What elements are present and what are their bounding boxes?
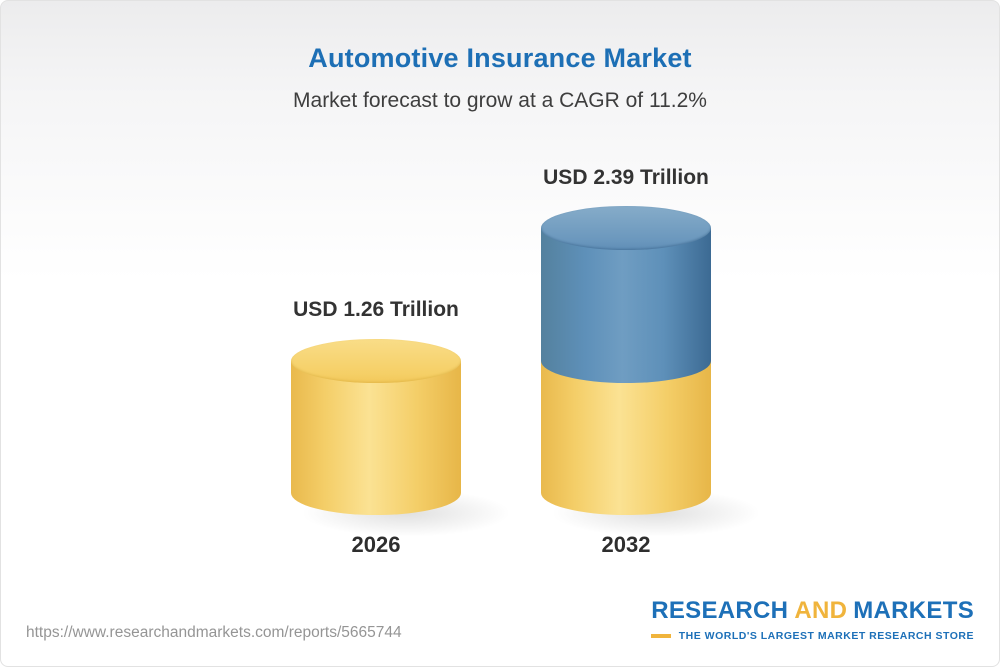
axis-label-2026: 2026	[351, 532, 401, 557]
logo-tagline: THE WORLD'S LARGEST MARKET RESEARCH STOR…	[678, 630, 974, 642]
page-subtitle: Market forecast to grow at a CAGR of 11.…	[293, 89, 707, 112]
axis-label-2032: 2032	[601, 532, 651, 557]
logo-tagline-underline-bar	[651, 634, 671, 638]
bar-2026	[291, 361, 461, 515]
bar-2032-top-face	[541, 206, 711, 250]
logo-tagline-row: THE WORLD'S LARGEST MARKET RESEARCH STOR…	[651, 630, 974, 642]
bar-2032-lower-segment	[541, 361, 711, 515]
logo-word-and: AND	[794, 597, 848, 624]
page-title: Automotive Insurance Market	[308, 43, 692, 73]
bar-2026-top-face	[291, 339, 461, 383]
bar-value-label-2032: USD 2.39 Trillion	[543, 166, 709, 189]
logo-word-markets: MARKETS	[853, 597, 974, 624]
logo-word-research: RESEARCH	[651, 597, 789, 624]
report-url-text: https://www.researchandmarkets.com/repor…	[26, 624, 402, 641]
bar-value-label-2026: USD 1.26 Trillion	[293, 298, 459, 321]
bar-2032-upper-segment	[541, 228, 711, 383]
research-and-markets-logo: RESEARCH AND MARKETS THE WORLD'S LARGEST M…	[651, 597, 974, 642]
logo-wordmark: RESEARCH AND MARKETS	[651, 597, 974, 625]
